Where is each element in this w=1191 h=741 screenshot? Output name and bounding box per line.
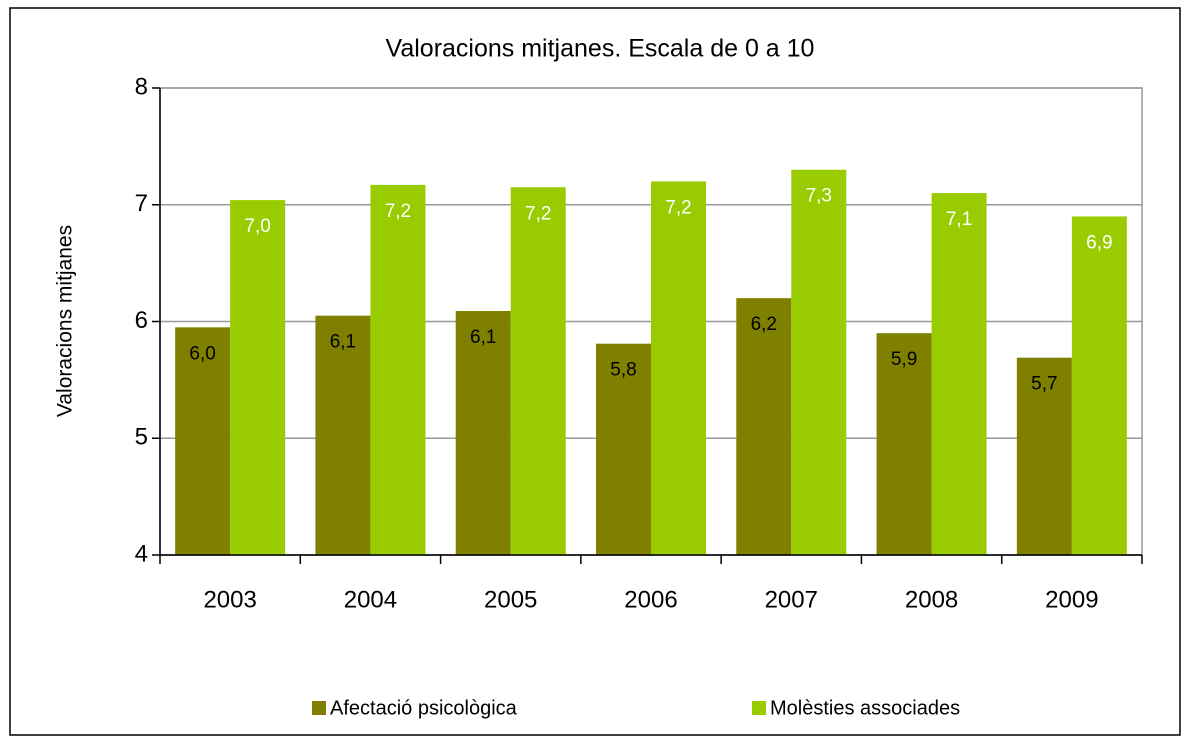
y-tick-label: 8 bbox=[135, 73, 148, 100]
bar bbox=[931, 193, 987, 555]
x-tick-label: 2003 bbox=[203, 586, 256, 613]
y-tick-label: 4 bbox=[135, 540, 148, 567]
data-label: 6,2 bbox=[751, 314, 777, 335]
bar bbox=[370, 184, 426, 555]
bar bbox=[510, 187, 566, 556]
bar bbox=[1016, 357, 1072, 555]
bar bbox=[791, 169, 847, 555]
legend-swatch bbox=[312, 701, 326, 715]
bar bbox=[315, 315, 371, 555]
x-tick-label: 2008 bbox=[905, 586, 958, 613]
x-tick-label: 2005 bbox=[484, 586, 537, 613]
data-label: 6,1 bbox=[470, 327, 496, 348]
data-label: 7,1 bbox=[946, 209, 972, 230]
data-label: 7,0 bbox=[244, 216, 270, 237]
data-label: 5,7 bbox=[1031, 374, 1057, 395]
bar bbox=[1071, 216, 1127, 556]
bar bbox=[651, 181, 706, 555]
x-tick-label: 2007 bbox=[765, 586, 818, 613]
bar bbox=[455, 310, 511, 555]
y-tick-label: 7 bbox=[135, 190, 148, 217]
y-tick-label: 5 bbox=[135, 424, 148, 451]
bar bbox=[596, 343, 651, 555]
bar bbox=[876, 333, 932, 555]
legend-swatch bbox=[752, 701, 766, 715]
data-label: 7,2 bbox=[525, 203, 551, 224]
data-label: 6,9 bbox=[1086, 232, 1112, 253]
bar bbox=[230, 200, 286, 555]
data-label: 7,2 bbox=[665, 197, 691, 218]
legend-label: Afectació psicològica bbox=[330, 697, 518, 719]
legend-label: Molèsties associades bbox=[770, 697, 960, 719]
x-tick-label: 2006 bbox=[624, 586, 677, 613]
y-tick-label: 6 bbox=[135, 307, 148, 334]
x-tick-label: 2004 bbox=[344, 586, 397, 613]
chart-title: Valoracions mitjanes. Escala de 0 a 10 bbox=[386, 35, 815, 63]
y-axis-label: Valoracions mitjanes bbox=[54, 225, 77, 417]
bar bbox=[736, 298, 792, 555]
data-label: 7,2 bbox=[385, 201, 411, 222]
data-label: 5,9 bbox=[891, 349, 917, 370]
x-tick-label: 2009 bbox=[1045, 586, 1098, 613]
data-label: 6,0 bbox=[189, 343, 215, 364]
data-label: 6,1 bbox=[330, 332, 356, 353]
bar bbox=[175, 327, 231, 555]
data-label: 7,3 bbox=[806, 186, 832, 207]
data-label: 5,8 bbox=[610, 360, 636, 381]
